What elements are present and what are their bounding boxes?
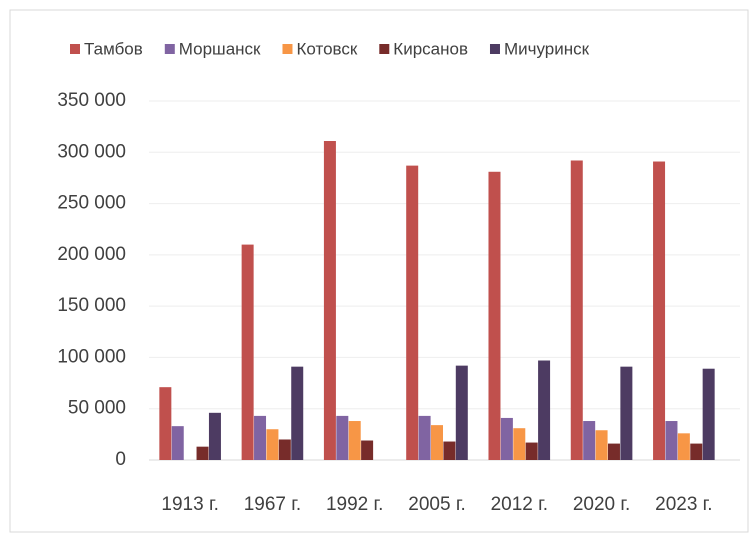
x-tick-label: 2020 г. [573,494,630,515]
bar [291,366,304,460]
bar [348,421,361,460]
bar [583,421,596,460]
bar [278,439,291,460]
bar [595,430,608,460]
bar [196,446,209,460]
legend-label: Моршанск [179,39,261,58]
legend-item: Моршанск [164,39,261,58]
y-tick-label: 150 000 [57,295,126,316]
legend: Тамбов Моршанск Котовск Кирсанов Мичуринск [70,39,590,58]
legend-swatch [379,44,390,54]
legend-item: Кирсанов [379,39,468,58]
bar [208,412,221,460]
bar [418,415,431,460]
legend-swatch [282,44,293,54]
x-tick-label: 2005 г. [408,494,465,515]
bar [690,443,703,460]
bar [361,440,374,460]
legend-swatch [489,44,500,54]
bar [653,161,666,460]
bar [455,365,468,460]
y-tick-label: 250 000 [57,193,126,214]
y-tick-label: 200 000 [57,244,126,265]
bar [171,426,184,460]
legend-item: Котовск [282,39,358,58]
x-tick-label: 1967 г. [244,494,301,515]
bar [241,244,254,460]
legend-label: Тамбов [84,39,143,58]
bar [323,141,336,460]
legend-swatch [70,44,80,54]
legend-label: Котовск [296,39,357,58]
bar [406,165,419,460]
legend-item: Мичуринск [489,39,590,58]
legend-swatch [164,44,175,54]
x-tick-label: 1992 г. [326,494,383,515]
y-tick-label: 0 [115,449,126,470]
bar [538,360,551,460]
bar [254,415,267,460]
bar [525,442,538,460]
bar [677,433,690,460]
legend-label: Мичуринск [504,39,590,58]
bar [443,441,456,460]
y-tick-label: 350 000 [57,90,126,111]
legend-label: Кирсанов [393,39,468,58]
y-tick-label: 50 000 [68,398,126,419]
bar [488,171,501,460]
bar [500,417,513,460]
y-tick-label: 100 000 [57,346,126,367]
bar [702,368,715,460]
bar [336,415,349,460]
bar [665,421,678,460]
bar [159,387,172,460]
x-tick-label: 2012 г. [491,494,548,515]
bar [620,366,633,460]
bar [607,443,620,460]
bar [266,429,279,460]
x-tick-label: 2023 г. [655,494,712,515]
bar [431,425,443,460]
bar [513,428,526,460]
legend-item: Тамбов [70,39,143,58]
x-tick-label: 1913 г. [161,494,218,515]
y-tick-label: 300 000 [57,141,126,162]
bar [570,160,583,460]
